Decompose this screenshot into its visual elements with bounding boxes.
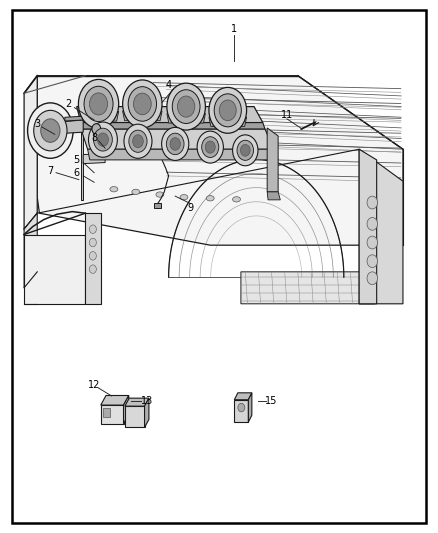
- Circle shape: [89, 225, 96, 233]
- Polygon shape: [88, 149, 278, 160]
- Polygon shape: [81, 123, 265, 129]
- Polygon shape: [24, 213, 37, 288]
- Circle shape: [367, 236, 378, 249]
- Polygon shape: [359, 149, 403, 304]
- Circle shape: [89, 252, 96, 260]
- Polygon shape: [77, 107, 263, 123]
- Polygon shape: [209, 117, 247, 126]
- Circle shape: [177, 96, 195, 117]
- Circle shape: [172, 90, 200, 124]
- Circle shape: [88, 122, 117, 157]
- Ellipse shape: [156, 192, 164, 197]
- Circle shape: [89, 93, 108, 115]
- Ellipse shape: [233, 197, 240, 202]
- Polygon shape: [78, 111, 119, 121]
- Polygon shape: [85, 213, 101, 304]
- Circle shape: [367, 217, 378, 230]
- Circle shape: [97, 133, 109, 147]
- Circle shape: [166, 133, 184, 155]
- Polygon shape: [65, 120, 83, 133]
- Ellipse shape: [132, 189, 140, 195]
- Circle shape: [128, 87, 156, 121]
- Polygon shape: [248, 393, 252, 422]
- Circle shape: [129, 130, 147, 152]
- Text: 12: 12: [88, 380, 100, 390]
- Circle shape: [167, 83, 205, 130]
- Polygon shape: [81, 129, 274, 149]
- Polygon shape: [234, 393, 252, 400]
- Polygon shape: [267, 128, 278, 192]
- Text: 8: 8: [91, 133, 97, 142]
- Polygon shape: [267, 192, 280, 200]
- Circle shape: [237, 140, 254, 160]
- Circle shape: [367, 196, 378, 209]
- Circle shape: [209, 87, 247, 133]
- Polygon shape: [167, 114, 205, 123]
- Circle shape: [238, 403, 245, 412]
- Polygon shape: [125, 398, 149, 406]
- Polygon shape: [81, 123, 83, 200]
- Polygon shape: [145, 398, 149, 427]
- Circle shape: [28, 103, 73, 158]
- Circle shape: [134, 93, 151, 115]
- Text: 13: 13: [141, 396, 153, 406]
- Polygon shape: [124, 395, 129, 424]
- Text: 4: 4: [166, 80, 172, 90]
- Polygon shape: [103, 408, 110, 417]
- Circle shape: [162, 127, 189, 160]
- Circle shape: [214, 94, 241, 127]
- Circle shape: [78, 79, 119, 128]
- Polygon shape: [37, 76, 403, 245]
- Circle shape: [205, 141, 215, 153]
- Circle shape: [367, 272, 378, 285]
- Polygon shape: [123, 111, 162, 120]
- Circle shape: [124, 124, 152, 158]
- Polygon shape: [241, 272, 374, 304]
- Text: 7: 7: [47, 166, 53, 175]
- Polygon shape: [101, 395, 129, 405]
- Polygon shape: [24, 235, 85, 304]
- Circle shape: [34, 110, 67, 151]
- Ellipse shape: [180, 195, 188, 200]
- Circle shape: [133, 135, 143, 148]
- Text: 9: 9: [187, 203, 194, 213]
- Polygon shape: [234, 400, 248, 422]
- Circle shape: [219, 100, 236, 120]
- Circle shape: [89, 238, 96, 247]
- Circle shape: [84, 86, 113, 122]
- Circle shape: [197, 131, 223, 163]
- Circle shape: [123, 80, 162, 128]
- Circle shape: [367, 255, 378, 268]
- Text: 1: 1: [231, 25, 237, 34]
- Polygon shape: [83, 154, 105, 164]
- Polygon shape: [24, 76, 37, 229]
- Polygon shape: [154, 203, 161, 208]
- Text: 6: 6: [74, 168, 80, 178]
- Circle shape: [94, 128, 112, 151]
- Polygon shape: [101, 405, 124, 424]
- Ellipse shape: [206, 196, 214, 201]
- Circle shape: [92, 124, 101, 134]
- Circle shape: [41, 119, 60, 142]
- Polygon shape: [359, 149, 377, 304]
- Text: 3: 3: [34, 119, 40, 128]
- Text: 15: 15: [265, 396, 278, 406]
- Ellipse shape: [110, 187, 118, 192]
- Polygon shape: [65, 116, 84, 121]
- Circle shape: [170, 138, 180, 150]
- Circle shape: [233, 135, 258, 166]
- Text: 2: 2: [65, 99, 71, 109]
- Circle shape: [240, 144, 250, 156]
- Circle shape: [89, 265, 96, 273]
- Polygon shape: [125, 406, 145, 427]
- Text: 11: 11: [281, 110, 293, 119]
- Circle shape: [201, 136, 219, 158]
- Text: 5: 5: [74, 155, 80, 165]
